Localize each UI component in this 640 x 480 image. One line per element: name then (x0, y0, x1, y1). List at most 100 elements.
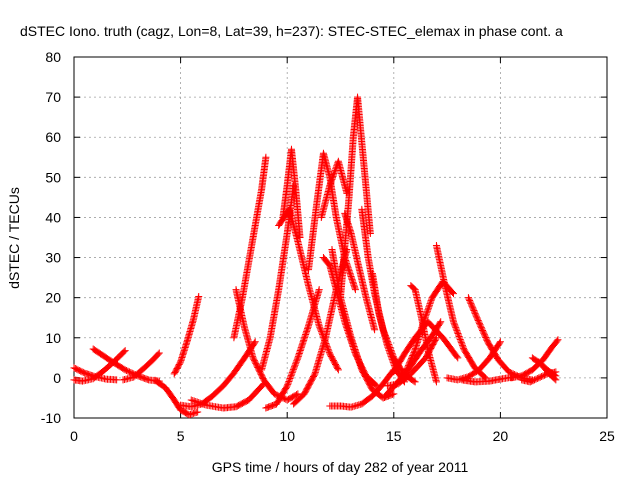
data-point (467, 299, 475, 307)
data-point (529, 377, 537, 385)
data-point (327, 177, 335, 185)
data-point (195, 399, 203, 407)
data-point (291, 361, 299, 369)
data-point (471, 308, 479, 316)
data-point (453, 328, 461, 336)
data-point (526, 378, 534, 386)
data-point (385, 346, 393, 354)
y-tick-label: 30 (45, 250, 61, 266)
data-point (409, 352, 417, 360)
data-point (421, 315, 429, 323)
data-point (406, 357, 414, 365)
data-point (125, 368, 133, 376)
data-point (432, 335, 440, 343)
data-point (466, 297, 474, 305)
data-point (262, 153, 270, 161)
x-tick-label: 10 (279, 428, 295, 444)
data-point (326, 181, 334, 189)
data-point (532, 375, 540, 383)
data-point (427, 297, 435, 305)
data-point (457, 337, 465, 345)
data-point (121, 347, 129, 355)
data-point (388, 390, 396, 398)
data-point (432, 378, 440, 386)
y-tick-label: 70 (45, 89, 61, 105)
data-point (372, 381, 380, 389)
x-axis-label: GPS time / hours of day 282 of year 2011 (212, 459, 469, 475)
data-point (293, 355, 301, 363)
data-point (449, 318, 457, 326)
data-point (453, 353, 461, 361)
data-point (324, 345, 332, 353)
data-point (390, 390, 398, 398)
data-point (496, 338, 504, 346)
data-point (404, 362, 412, 370)
data-point (124, 367, 132, 375)
data-point (456, 335, 464, 343)
data-point (331, 168, 339, 176)
data-point (287, 372, 295, 380)
data-point (535, 374, 543, 382)
x-tick-label: 15 (386, 428, 402, 444)
data-point (123, 367, 131, 375)
data-point (194, 408, 202, 416)
data-point (426, 301, 434, 309)
data-point (421, 313, 429, 321)
data-point (293, 357, 301, 365)
data-point (407, 356, 415, 364)
data-point (454, 354, 462, 362)
data-point (384, 343, 392, 351)
data-point (351, 286, 359, 294)
data-point (472, 312, 480, 320)
data-point (410, 349, 418, 357)
data-point (408, 353, 416, 361)
data-point (316, 325, 324, 333)
data-point (327, 178, 335, 186)
data-point (389, 358, 397, 366)
data-point (424, 306, 432, 314)
data-point (552, 372, 560, 380)
x-tick-label: 20 (493, 428, 509, 444)
data-point (386, 349, 394, 357)
data-point (554, 336, 562, 344)
data-point (496, 339, 504, 347)
data-point (386, 348, 394, 356)
data-point (195, 292, 203, 300)
y-tick-label: 10 (45, 330, 61, 346)
data-point (315, 286, 323, 294)
data-point (199, 400, 207, 408)
data-point (288, 370, 296, 378)
data-point (540, 371, 548, 379)
data-point (425, 303, 433, 311)
data-point (272, 391, 280, 399)
y-tick-label: 40 (45, 209, 61, 225)
data-point (284, 379, 292, 387)
data-point (143, 375, 151, 383)
x-tick-label: 25 (599, 428, 615, 444)
data-point (387, 352, 395, 360)
data-point (290, 363, 298, 371)
data-point (409, 350, 417, 358)
tick-labels: 0 5 10 15 20 25 -10 0 10 20 30 40 50 60 70 80 (41, 49, 615, 444)
data-point (289, 366, 297, 374)
data-point (155, 349, 163, 357)
data-point (292, 358, 300, 366)
data-point (449, 289, 457, 297)
data-point (387, 351, 395, 359)
data-point (458, 341, 466, 349)
data-point (505, 368, 513, 376)
y-tick-label: -10 (41, 410, 61, 426)
data-point (464, 294, 472, 302)
x-tick-label: 5 (177, 428, 185, 444)
data-point (437, 318, 445, 326)
data-point (334, 365, 342, 373)
data-point (432, 334, 440, 342)
data-point (450, 319, 458, 327)
data-point (456, 334, 464, 342)
data-point (290, 364, 298, 372)
data-point (452, 324, 460, 332)
data-point (480, 373, 488, 381)
data-point (190, 397, 198, 405)
data-point (406, 359, 414, 367)
data-point (326, 180, 334, 188)
